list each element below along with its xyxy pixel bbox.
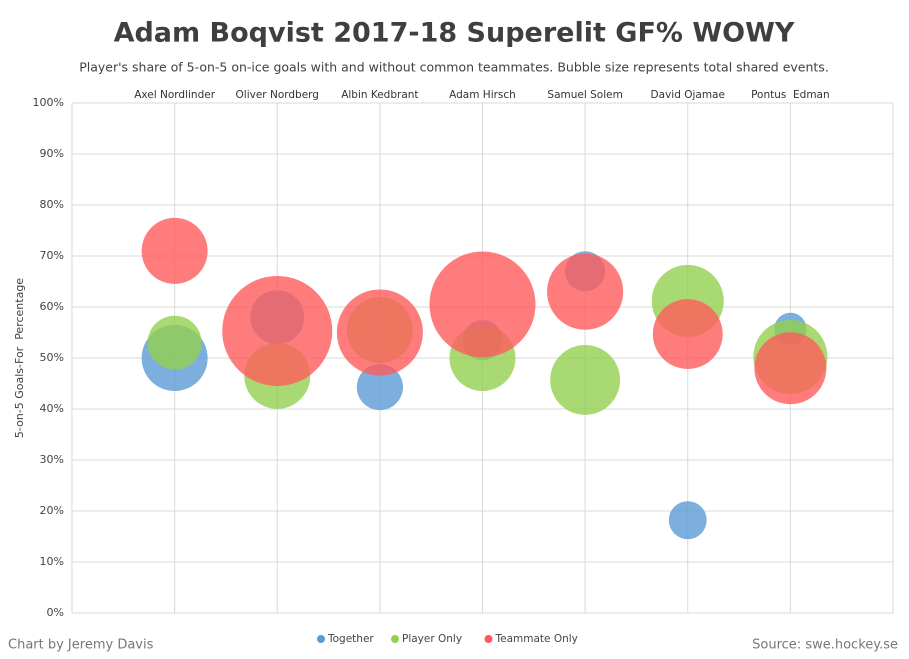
category-label: Albin Kedbrant: [341, 89, 418, 101]
legend-marker: [484, 635, 493, 643]
bubble: [550, 345, 621, 415]
category-label: Samuel Solem: [547, 89, 622, 101]
y-tick-label: 60%: [40, 300, 64, 313]
bubble: [336, 289, 423, 376]
bubble: [222, 275, 333, 386]
bubble: [652, 299, 723, 369]
y-tick-label: 10%: [40, 555, 64, 568]
credit: Chart by Jeremy Davis: [8, 638, 154, 653]
legend-label: Player Only: [402, 633, 462, 645]
chart-subtitle: Player's share of 5-on-5 on-ice goals wi…: [79, 60, 829, 75]
legend-label: Teammate Only: [495, 633, 578, 645]
y-tick-label: 20%: [40, 504, 64, 517]
bubble: [547, 253, 624, 330]
category-label: Axel Nordlinder: [134, 89, 215, 101]
bubble: [356, 363, 403, 411]
y-tick-label: 90%: [40, 147, 64, 160]
bubble: [147, 315, 202, 370]
category-label: Oliver Nordberg: [236, 89, 319, 101]
source: Source: swe.hockey.se: [752, 638, 898, 653]
y-tick-label: 0%: [47, 606, 64, 619]
y-tick-label: 40%: [40, 402, 64, 415]
category-label: Adam Hirsch: [449, 89, 516, 101]
bubble: [668, 501, 707, 540]
y-tick-label: 50%: [40, 351, 64, 364]
y-tick-label: 100%: [33, 96, 64, 109]
bubble: [754, 332, 827, 405]
y-tick-label: 30%: [40, 453, 64, 466]
legend-marker: [391, 635, 399, 643]
category-label: Pontus Edman: [751, 89, 830, 101]
y-axis-label: 5-on-5 Goals-For Percentage: [13, 278, 26, 438]
chart-title: Adam Boqvist 2017-18 Superelit GF% WOWY: [114, 18, 795, 49]
legend-label: Together: [327, 633, 374, 645]
category-label: David Ojamae: [651, 89, 725, 101]
y-tick-label: 70%: [40, 249, 64, 262]
y-tick-label: 80%: [40, 198, 64, 211]
legend-marker: [317, 635, 325, 643]
bubble: [429, 251, 536, 358]
bubble: [141, 217, 208, 284]
